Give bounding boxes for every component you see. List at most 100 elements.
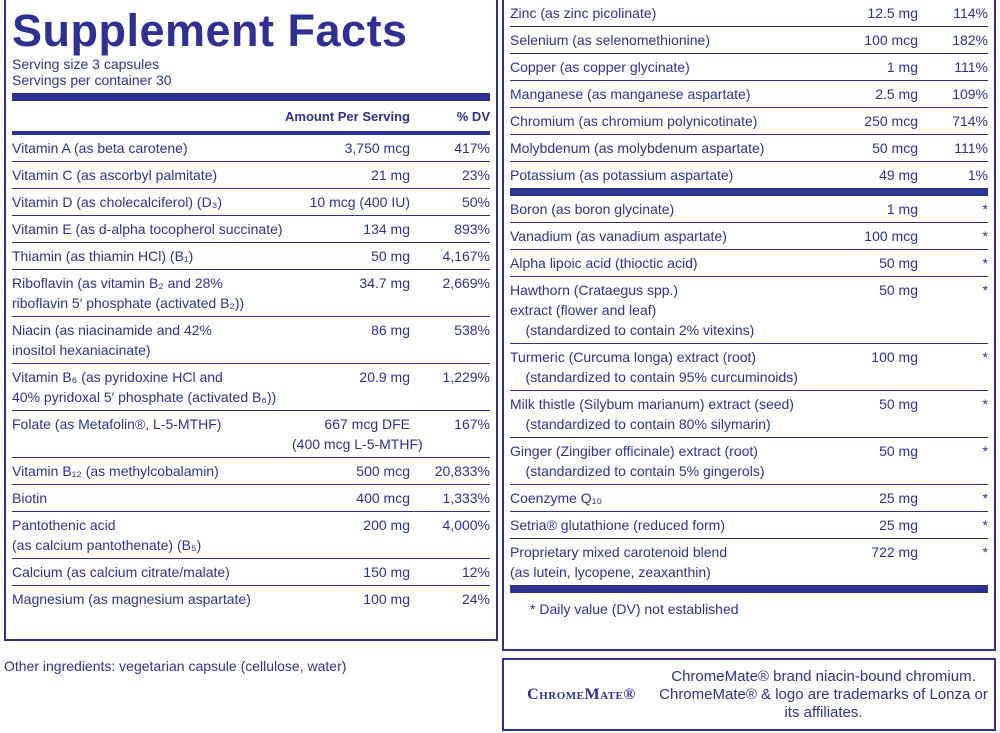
nutrient-amount: 50 mg — [879, 255, 918, 271]
divider — [510, 585, 988, 593]
nutrient-name: Turmeric (Curcuma longa) extract (root) … — [510, 349, 798, 385]
nutrient-name: Potassium (as potassium aspartate) — [510, 167, 734, 183]
nutrient-amount: 250 mcg — [864, 113, 918, 129]
nutrient-dv: 1,229% — [442, 369, 490, 385]
nutrient-dv: 182% — [952, 32, 988, 48]
nutrient-name: Biotin — [12, 490, 48, 506]
nutrient-name: Proprietary mixed carotenoid blend (as l… — [510, 544, 728, 580]
nutrient-row: Selenium (as selenomethionine) 100 mcg 182… — [510, 27, 988, 54]
nutrient-dv: 4,167% — [442, 248, 490, 264]
left-panel: Supplement Facts Serving size 3 capsules… — [4, 0, 498, 641]
nutrient-row: Chromium (as chromium polynicotinate) 250… — [510, 108, 988, 135]
nutrient-name: Niacin (as niacinamide and 42% inositol … — [12, 322, 212, 358]
nutrient-row: Vitamin B₁₂ (as methylcobalamin) 500 mcg 2… — [12, 458, 490, 485]
nutrient-dv: 114% — [953, 5, 988, 21]
nutrient-amount: 10 mcg (400 IU) — [309, 194, 410, 210]
nutrient-name: Vitamin C (as ascorbyl palmitate) — [12, 167, 218, 183]
nutrient-amount: 400 mcg — [356, 490, 410, 506]
nutrient-name: Thiamin (as thiamin HCl) (B₁) — [12, 248, 194, 264]
nutrient-row: Hawthorn (Crataegus spp.) extract (flowe… — [510, 277, 988, 344]
nutrient-row: Biotin 400 mcg 1,333% — [12, 485, 490, 512]
nutrient-row: Manganese (as manganese aspartate) 2.5 mg… — [510, 81, 988, 108]
title: Supplement Facts — [12, 5, 408, 56]
nutrient-row: Thiamin (as thiamin HCl) (B₁) 50 mg 4,167% — [12, 243, 490, 270]
nutrient-dv: 111% — [954, 59, 988, 75]
nutrient-amount: 100 mcg — [864, 32, 918, 48]
nutrient-amount: 34.7 mg — [359, 275, 410, 291]
nutrient-dv: * — [982, 255, 988, 271]
nutrient-row: Turmeric (Curcuma longa) extract (root) … — [510, 344, 988, 391]
nutrient-row: Boron (as boron glycinate) 1 mg * — [510, 196, 988, 223]
nutrient-name: Riboflavin (as vitamin B₂ and 28% ribofl… — [12, 275, 245, 311]
nutrient-row: Riboflavin (as vitamin B₂ and 28% ribofl… — [12, 270, 490, 317]
right-panel: Zinc (as zinc picolinate) 12.5 mg 114% Sele… — [502, 0, 996, 651]
nutrient-amount: 21 mg — [371, 167, 410, 183]
nutrient-dv: * — [982, 490, 988, 506]
nutrient-row: Vanadium (as vanadium aspartate) 100 mcg * — [510, 223, 988, 250]
nutrient-amount: 50 mg — [879, 282, 918, 298]
nutrient-row: Pantothenic acid (as calcium pantothenat… — [12, 512, 490, 559]
other-ingredients: Other ingredients: vegetarian capsule (c… — [4, 658, 347, 674]
nutrient-row: Vitamin D (as cholecalciferol) (D₃) 10 mc… — [12, 189, 490, 216]
nutrient-name: Vanadium (as vanadium aspartate) — [510, 228, 727, 244]
servings-per-container: Servings per container 30 — [12, 72, 172, 88]
nutrient-amount: 49 mg — [879, 167, 918, 183]
nutrient-dv: 12% — [461, 564, 490, 580]
nutrient-amount: 722 mg — [871, 544, 918, 560]
nutrient-name: Pantothenic acid (as calcium pantothenat… — [12, 517, 202, 553]
nutrient-dv: * — [982, 396, 988, 412]
nutrient-amount: 500 mcg — [356, 463, 410, 479]
divider — [12, 93, 490, 101]
nutrient-row: Vitamin B₆ (as pyridoxine HCl and 40% py… — [12, 364, 490, 411]
nutrient-dv: 111% — [954, 140, 988, 156]
nutrient-row: Vitamin A (as beta carotene) 3,750 mcg 417… — [12, 135, 490, 162]
nutrient-amount: 86 mg — [371, 322, 410, 338]
nutrient-dv: 1% — [967, 167, 988, 183]
nutrient-row: Alpha lipoic acid (thioctic acid) 50 mg * — [510, 250, 988, 277]
nutrient-row: Setria® glutathione (reduced form) 25 mg * — [510, 512, 988, 539]
nutrient-dv: 893% — [454, 221, 490, 237]
nutrient-dv: * — [982, 228, 988, 244]
divider — [510, 188, 988, 196]
nutrient-amount: 50 mg — [879, 396, 918, 412]
nutrient-dv: 2,669% — [442, 275, 490, 291]
nutrient-dv: 167% — [454, 416, 490, 432]
nutrient-name: Folate (as Metafolin®, L-5-MTHF) — [12, 416, 222, 432]
nutrient-dv: 4,000% — [442, 517, 490, 533]
nutrient-row: Magnesium (as magnesium aspartate) 100 mg… — [12, 586, 490, 612]
nutrient-row: Niacin (as niacinamide and 42% inositol … — [12, 317, 490, 364]
nutrient-name: Chromium (as chromium polynicotinate) — [510, 113, 758, 129]
nutrient-row: Coenzyme Q₁₀ 25 mg * — [510, 485, 988, 512]
footnote: * Daily value (DV) not established — [530, 601, 739, 617]
nutrient-name: Coenzyme Q₁₀ — [510, 490, 603, 506]
nutrient-dv: 1,333% — [442, 490, 490, 506]
nutrient-name: Vitamin A (as beta carotene) — [12, 140, 188, 156]
nutrient-amount: 667 mcg DFE (400 mcg L-5-MTHF) — [292, 416, 423, 452]
nutrient-amount: 200 mg — [363, 517, 410, 533]
nutrient-row: Folate (as Metafolin®, L-5-MTHF) 667 mcg … — [12, 411, 490, 458]
nutrient-row: Vitamin C (as ascorbyl palmitate) 21 mg 23… — [12, 162, 490, 189]
nutrient-amount: 50 mg — [879, 443, 918, 459]
nutrient-name: Molybdenum (as molybdenum aspartate) — [510, 140, 765, 156]
column-header: Amount Per Serving % DV — [12, 101, 490, 131]
nutrient-name: Ginger (Zingiber officinale) extract (ro… — [510, 443, 765, 479]
nutrient-dv: * — [982, 349, 988, 365]
nutrient-name: Vitamin D (as cholecalciferol) (D₃) — [12, 194, 223, 210]
nutrient-row: Proprietary mixed carotenoid blend (as l… — [510, 539, 988, 585]
nutrient-name: Magnesium (as magnesium aspartate) — [12, 591, 251, 607]
nutrient-row: Milk thistle (Silybum marianum) extract … — [510, 391, 988, 438]
nutrient-name: Copper (as copper glycinate) — [510, 59, 690, 75]
nutrient-dv: * — [982, 544, 988, 560]
right-rows-2: Boron (as boron glycinate) 1 mg * Vanadium … — [510, 196, 988, 585]
nutrient-name: Boron (as boron glycinate) — [510, 201, 675, 217]
nutrient-amount: 100 mcg — [864, 228, 918, 244]
nutrient-row: Zinc (as zinc picolinate) 12.5 mg 114% — [510, 0, 988, 27]
nutrient-amount: 1 mg — [886, 201, 918, 217]
nutrient-row: Ginger (Zingiber officinale) extract (ro… — [510, 438, 988, 485]
nutrient-amount: 100 mg — [363, 591, 410, 607]
nutrient-amount: 12.5 mg — [867, 5, 918, 21]
nutrient-name: Manganese (as manganese aspartate) — [510, 86, 751, 102]
nutrient-amount: 50 mcg — [872, 140, 918, 156]
logo-box: ChromeMate® ChromeMate® brand niacin-bou… — [502, 658, 996, 731]
